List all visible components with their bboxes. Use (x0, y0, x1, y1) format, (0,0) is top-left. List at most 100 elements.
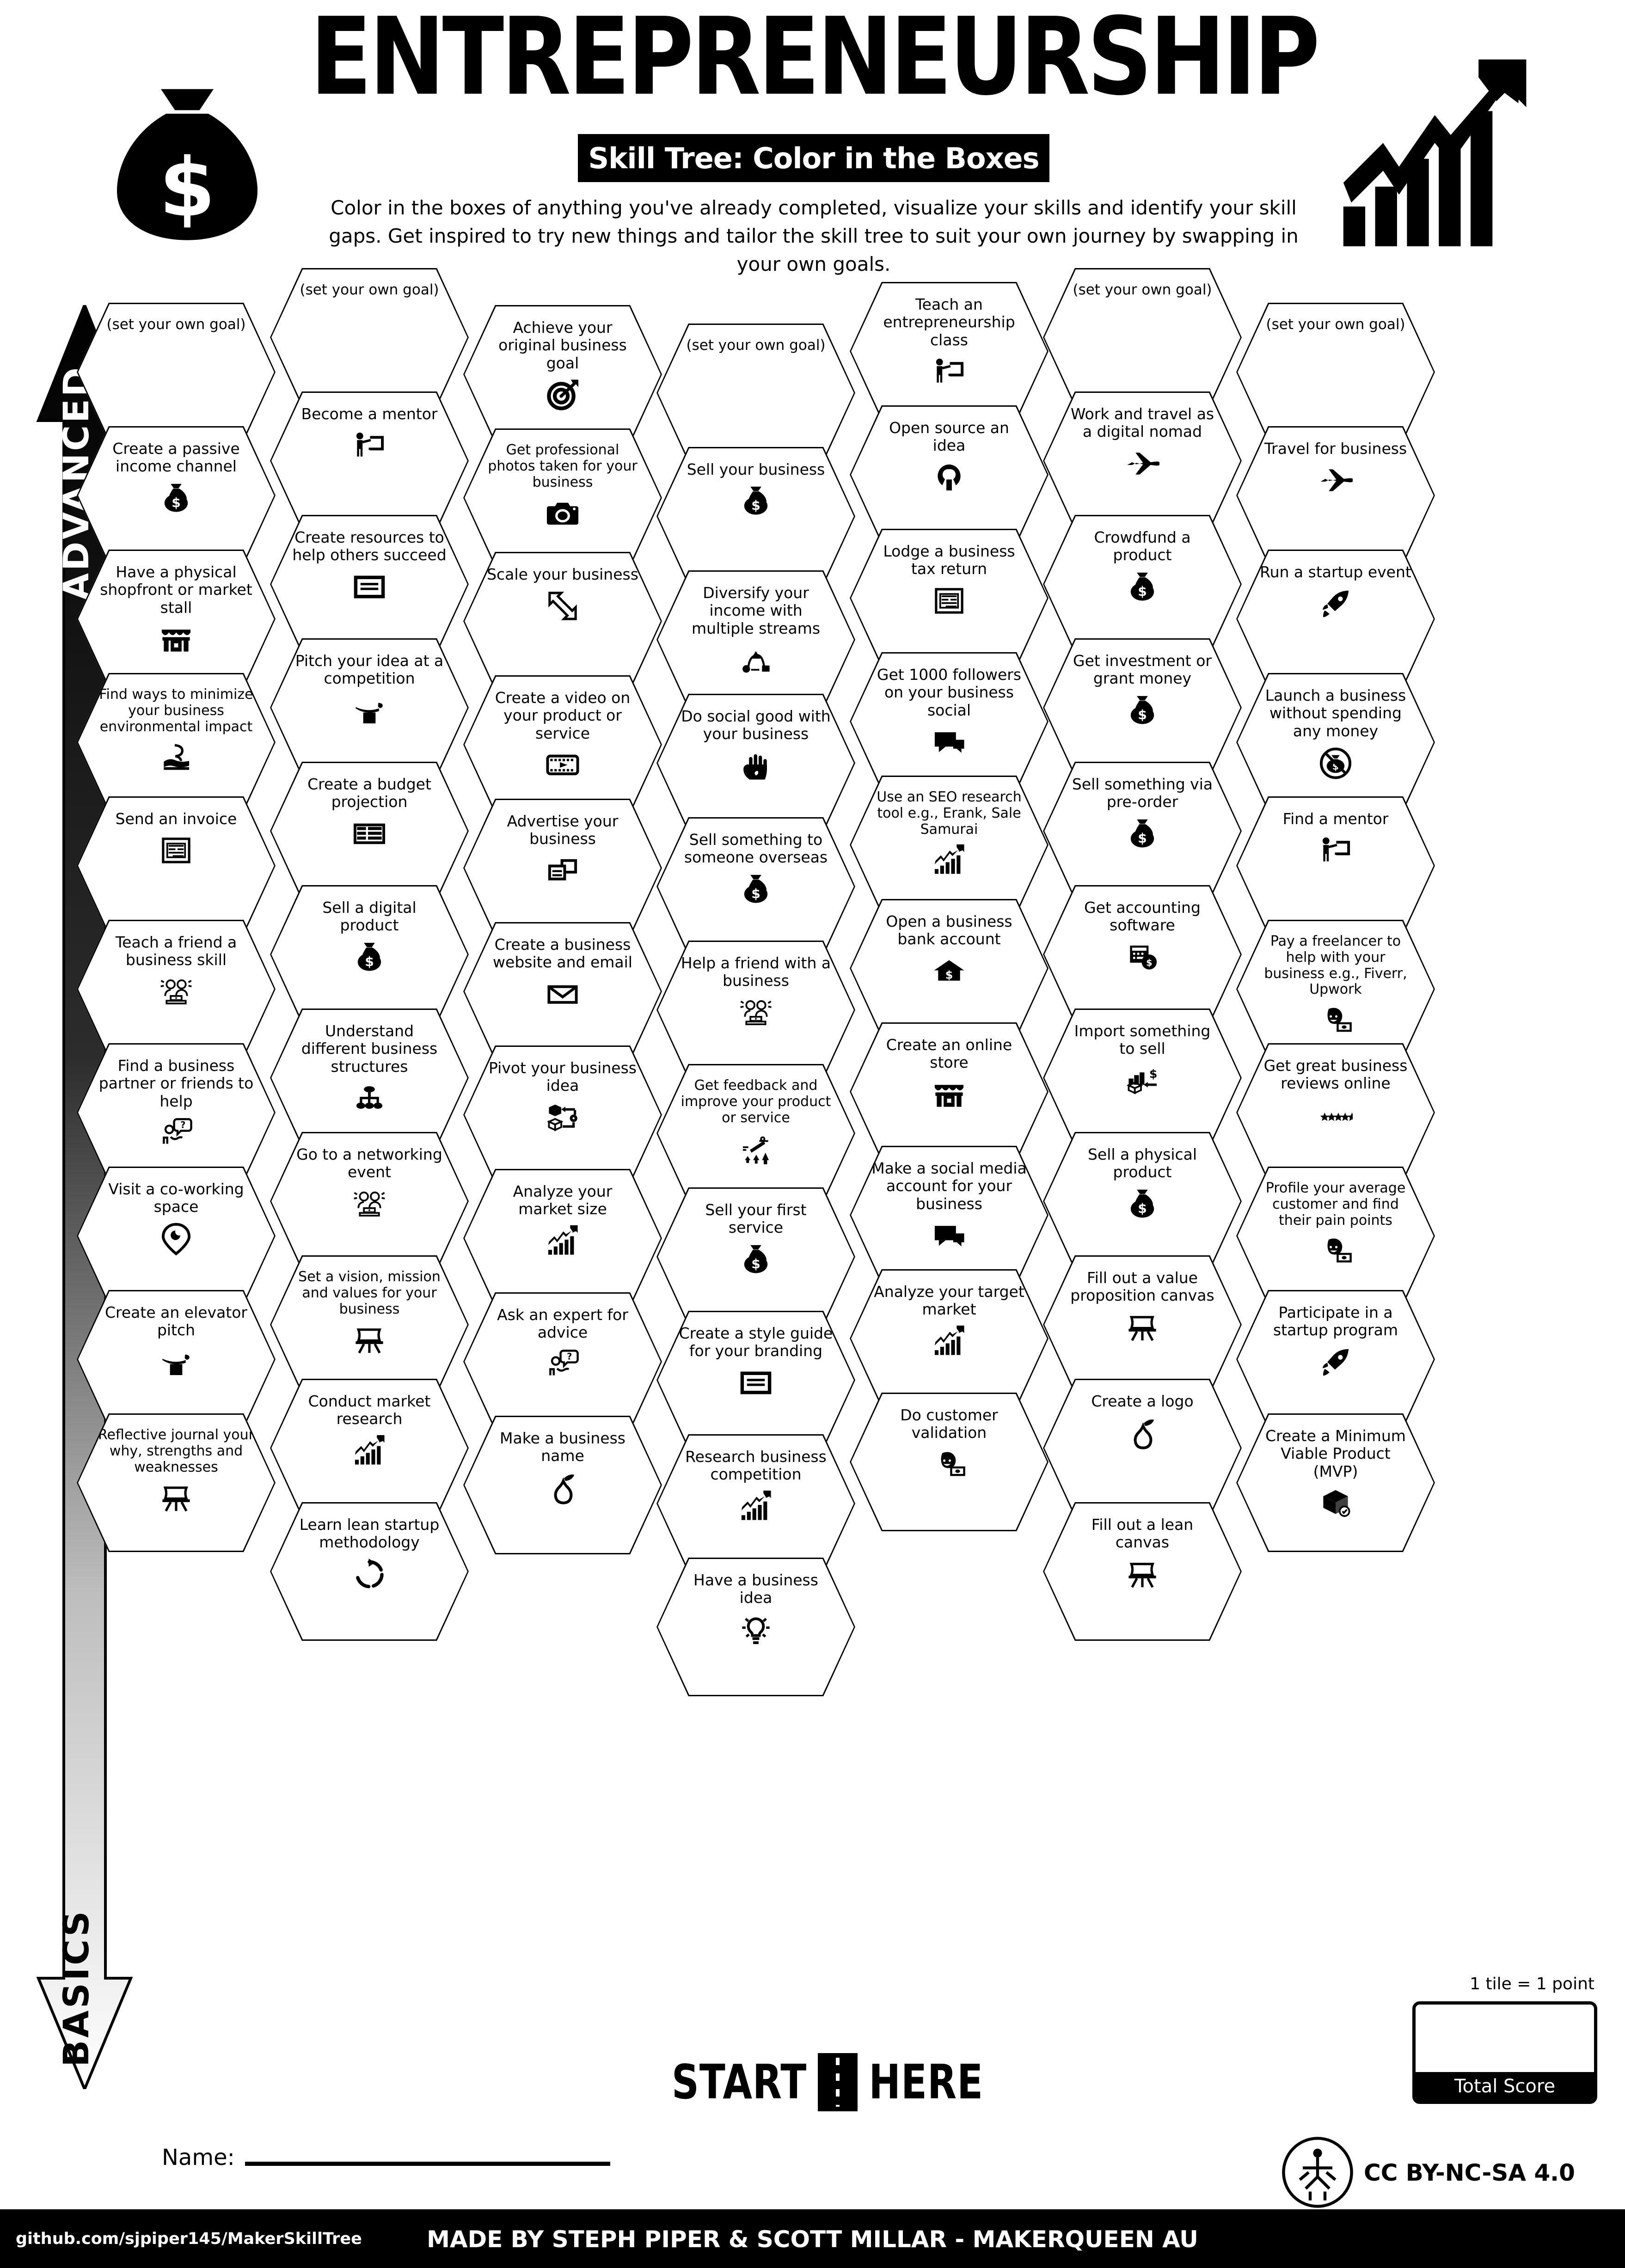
tile-fill-area[interactable] (465, 1170, 661, 1306)
skill-tile[interactable]: Create a business website and email (463, 922, 662, 1061)
skill-tile[interactable]: (set your own goal) (1043, 268, 1242, 407)
skill-tile[interactable]: Research business competition (656, 1434, 855, 1573)
tile-fill-area[interactable] (271, 1380, 467, 1516)
skill-tile[interactable]: Sell a digital product $ (270, 885, 469, 1024)
tile-fill-area[interactable] (78, 1045, 274, 1180)
tile-fill-area[interactable] (1238, 921, 1434, 1057)
skill-tile[interactable]: Get accounting software $ (1043, 885, 1242, 1024)
tile-fill-area[interactable] (271, 640, 467, 776)
tile-fill-area[interactable] (658, 1436, 854, 1571)
tile-fill-area[interactable] (78, 921, 274, 1057)
skill-tile[interactable]: Pitch your idea at a competition (270, 638, 469, 777)
skill-tile[interactable]: Get 1000 followers on your business soci… (850, 652, 1049, 791)
tile-fill-area[interactable] (465, 1047, 661, 1183)
tile-fill-area[interactable] (851, 283, 1047, 419)
skill-tile[interactable]: Make a social media account for your bus… (850, 1146, 1049, 1284)
tile-fill-area[interactable] (1238, 428, 1434, 563)
tile-fill-area[interactable] (271, 1010, 467, 1146)
skill-tile[interactable]: Create a video on your product or servic… (463, 675, 662, 814)
tile-fill-area[interactable] (78, 674, 274, 810)
skill-tile[interactable]: Send an invoice (77, 796, 276, 935)
skill-tile[interactable]: Go to a networking event (270, 1132, 469, 1271)
skill-tile[interactable]: Create a passive income channel $ (77, 426, 276, 565)
tile-fill-area[interactable] (1044, 1504, 1240, 1639)
skill-tile[interactable]: (set your own goal) (270, 268, 469, 407)
tile-fill-area[interactable] (271, 269, 467, 405)
tile-fill-area[interactable] (1238, 1168, 1434, 1304)
tile-fill-area[interactable] (465, 553, 661, 689)
skill-tile[interactable]: Pay a freelancer to help with your busin… (1236, 920, 1435, 1058)
skill-tile[interactable]: Participate in a startup program (1236, 1290, 1435, 1429)
skill-tile[interactable]: Reflective journal your why, strengths a… (77, 1413, 276, 1552)
skill-tile[interactable]: Crowdfund a product $ (1043, 515, 1242, 654)
skill-tile[interactable]: Fill out a lean canvas (1043, 1502, 1242, 1641)
skill-tile[interactable]: Do customer validation (850, 1393, 1049, 1531)
skill-tile[interactable]: Sell your first service $ (656, 1187, 855, 1326)
skill-tile[interactable]: Create an online store (850, 1022, 1049, 1161)
skill-tile[interactable]: Diversify your income with multiple stre… (656, 570, 855, 709)
skill-tile[interactable]: Teach an entrepreneurship class (850, 282, 1049, 421)
tile-fill-area[interactable] (1238, 1045, 1434, 1180)
tile-fill-area[interactable] (851, 407, 1047, 543)
tile-fill-area[interactable] (78, 1291, 274, 1427)
tile-fill-area[interactable] (851, 1024, 1047, 1160)
skill-tile[interactable]: Fill out a value proposition canvas (1043, 1255, 1242, 1394)
skill-tile[interactable]: Find a business partner or friends to he… (77, 1043, 276, 1182)
skill-tile[interactable]: Find ways to minimize your business envi… (77, 673, 276, 812)
total-score-widget[interactable]: 1 tile = 1 point Total Score (1412, 1975, 1597, 2117)
skill-tile[interactable]: Teach a friend a business skill (77, 920, 276, 1058)
skill-tile[interactable]: (set your own goal) (656, 324, 855, 462)
tile-fill-area[interactable] (1238, 674, 1434, 810)
tile-fill-area[interactable] (851, 1271, 1047, 1406)
tile-fill-area[interactable] (1044, 1257, 1240, 1393)
skill-tile[interactable]: Open source an idea (850, 405, 1049, 544)
tile-fill-area[interactable] (1238, 304, 1434, 440)
skill-tile[interactable]: Sell something to someone overseas $ (656, 817, 855, 956)
skill-tile[interactable]: Import something to sell $ (1043, 1009, 1242, 1147)
skill-tile[interactable]: Analyze your target market (850, 1269, 1049, 1408)
footer-repo-link[interactable]: github.com/sjpiper145/MakerSkillTree (16, 2230, 362, 2248)
skill-tile[interactable]: Sell your business $ (656, 447, 855, 586)
skill-tile[interactable]: Create a style guide for your branding (656, 1311, 855, 1449)
tile-fill-area[interactable] (1238, 551, 1434, 687)
tile-fill-area[interactable] (78, 551, 274, 687)
skill-tile[interactable]: Get professional photos taken for your b… (463, 428, 662, 567)
tile-fill-area[interactable] (851, 777, 1047, 913)
tile-fill-area[interactable] (271, 1504, 467, 1639)
tile-fill-area[interactable] (658, 1559, 854, 1695)
skill-tile[interactable]: Ask an expert for advice? (463, 1292, 662, 1431)
tile-fill-area[interactable] (658, 1065, 854, 1201)
skill-tile[interactable]: Open a business bank account $ (850, 899, 1049, 1038)
skill-tile[interactable]: Visit a co-working space (77, 1167, 276, 1305)
tile-fill-area[interactable] (658, 572, 854, 708)
skill-tile[interactable]: Create resources to help others succeed (270, 515, 469, 654)
name-write-line[interactable] (245, 2162, 610, 2166)
tile-fill-area[interactable] (78, 304, 274, 440)
tile-fill-area[interactable] (851, 654, 1047, 789)
skill-tile[interactable]: Learn lean startup methodology (270, 1502, 469, 1641)
skill-tile[interactable]: Create a logo (1043, 1379, 1242, 1517)
skill-tile[interactable]: Do social good with your business (656, 694, 855, 832)
skill-tile[interactable]: Run a startup event (1236, 550, 1435, 688)
skill-tile[interactable]: Travel for business (1236, 426, 1435, 565)
skill-tile[interactable]: Get great business reviews online (1236, 1043, 1435, 1182)
skill-tile[interactable]: Analyze your market size (463, 1169, 662, 1308)
tile-fill-area[interactable] (851, 1147, 1047, 1283)
skill-tile[interactable]: Sell a physical product $ (1043, 1132, 1242, 1271)
tile-fill-area[interactable] (465, 923, 661, 1059)
skill-tile[interactable]: Sell something via pre-order $ (1043, 762, 1242, 900)
tile-fill-area[interactable] (271, 393, 467, 529)
skill-tile[interactable]: (set your own goal) (1236, 303, 1435, 441)
skill-tile[interactable]: Lodge a business tax return (850, 529, 1049, 667)
skill-tile[interactable]: Have a business idea (656, 1558, 855, 1696)
skill-tile[interactable]: Understand different business structures (270, 1009, 469, 1147)
skill-tile[interactable]: Get investment or grant money $ (1043, 638, 1242, 777)
skill-tile[interactable]: (set your own goal) (77, 303, 276, 441)
tile-fill-area[interactable] (465, 1417, 661, 1553)
skill-tile[interactable]: Conduct market research (270, 1379, 469, 1517)
skill-tile[interactable]: Create an elevator pitch (77, 1290, 276, 1429)
tile-fill-area[interactable] (1238, 1415, 1434, 1551)
tile-fill-area[interactable] (1044, 269, 1240, 405)
skill-tile[interactable]: Create a Minimum Viable Product (MVP) (1236, 1413, 1435, 1552)
tile-fill-area[interactable] (465, 677, 661, 813)
